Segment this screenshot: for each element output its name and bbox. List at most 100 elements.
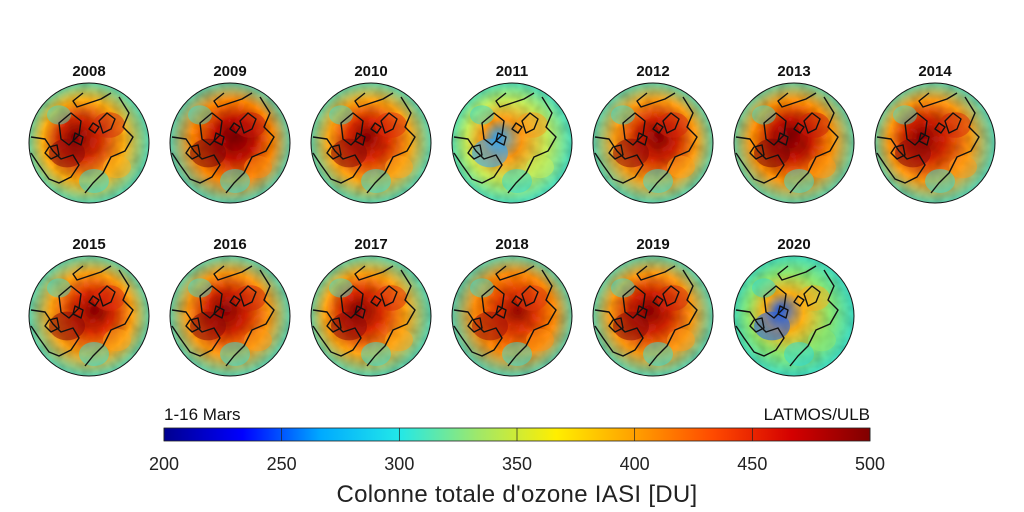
map-panel-2020: 2020 (733, 236, 855, 377)
ozone-field (734, 256, 854, 376)
coastline (789, 269, 839, 367)
panel-year-label: 2008 (72, 63, 105, 80)
coastline (84, 96, 134, 194)
coastline (239, 285, 257, 307)
panel-year-label: 2017 (354, 236, 387, 253)
coastline (803, 285, 821, 307)
map-frame (169, 255, 291, 377)
coastline (354, 132, 366, 146)
ozone-field (29, 256, 149, 376)
coastline (72, 132, 84, 146)
map-frame (592, 255, 714, 377)
coastline (72, 265, 112, 281)
panel-year-label: 2016 (213, 236, 246, 253)
colorbar-tick-label: 200 (149, 454, 179, 474)
map-panel-2018: 2018 (451, 236, 573, 377)
coastline (507, 269, 557, 367)
coastline (495, 265, 535, 281)
coastline (803, 112, 821, 134)
coastline (44, 144, 60, 160)
ozone-field (452, 256, 572, 376)
map-panel-2014: 2014 (874, 63, 996, 204)
map-frame (310, 255, 432, 377)
coastline (648, 96, 698, 194)
ozone-field (734, 83, 854, 203)
coastline (918, 92, 958, 108)
colorbar-tick-label: 500 (855, 454, 885, 474)
coastline (354, 305, 366, 319)
map-panel-2016: 2016 (169, 236, 291, 377)
ozone-field (29, 83, 149, 203)
coastline (507, 96, 557, 194)
coastline (495, 305, 507, 319)
map-frame (451, 255, 573, 377)
panel-year-label: 2012 (636, 63, 669, 80)
coastline (98, 285, 116, 307)
map-frame (874, 82, 996, 204)
map-frame (592, 82, 714, 204)
period-label: 1-16 Mars (164, 405, 241, 424)
colorbar-tick-label: 300 (384, 454, 414, 474)
coastline (72, 92, 112, 108)
coastline (84, 269, 134, 367)
map-frame (169, 82, 291, 204)
coastline (521, 285, 539, 307)
coastline (777, 92, 817, 108)
coastline (370, 295, 382, 307)
coastline (239, 112, 257, 134)
coastline (749, 317, 765, 333)
coastline (354, 265, 394, 281)
panel-year-label: 2013 (777, 63, 810, 80)
coastline (777, 265, 817, 281)
coastline (354, 92, 394, 108)
colorbar: 1-16 Mars LATMOS/ULB 200 250 300 350 400 450 5… (149, 405, 885, 508)
map-frame (28, 255, 150, 377)
colorbar-tick-label: 350 (502, 454, 532, 474)
ozone-field (875, 83, 995, 203)
ozone-field (452, 83, 572, 203)
coastline (918, 132, 930, 146)
coastline (72, 305, 84, 319)
ozone-field (593, 256, 713, 376)
coastline (467, 317, 483, 333)
coastline (225, 96, 275, 194)
ozone-field (311, 256, 431, 376)
ozone-field (170, 83, 290, 203)
coastline (777, 132, 789, 146)
coastline (88, 295, 100, 307)
coastline (229, 295, 241, 307)
panel-year-label: 2009 (213, 63, 246, 80)
map-panel-2017: 2017 (310, 236, 432, 377)
colorbar-tick-label: 250 (267, 454, 297, 474)
coastline (636, 132, 648, 146)
panel-year-label: 2014 (918, 63, 952, 80)
coastline (213, 305, 225, 319)
coastline (636, 305, 648, 319)
coastline (777, 305, 789, 319)
coastline (380, 112, 398, 134)
map-panel-2010: 2010 (310, 63, 432, 204)
coastline (213, 92, 253, 108)
panel-year-label: 2019 (636, 236, 669, 253)
panel-year-label: 2015 (72, 236, 105, 253)
coastline (366, 269, 416, 367)
coastline (185, 317, 201, 333)
coastline (511, 122, 523, 134)
colorbar-tick-label: 450 (737, 454, 767, 474)
coastline (366, 96, 416, 194)
ozone-field (593, 83, 713, 203)
coastline (44, 317, 60, 333)
coastline (495, 92, 535, 108)
coastline (636, 265, 676, 281)
map-panel-2011: 2011 (451, 63, 573, 204)
coastline (608, 317, 624, 333)
coastline (636, 92, 676, 108)
panel-year-label: 2011 (496, 63, 529, 80)
coastline (944, 112, 962, 134)
coastline (749, 144, 765, 160)
coastline (652, 295, 664, 307)
colorbar-ticks: 200 250 300 350 400 450 500 (149, 428, 885, 474)
coastline (789, 96, 839, 194)
map-frame (310, 82, 432, 204)
